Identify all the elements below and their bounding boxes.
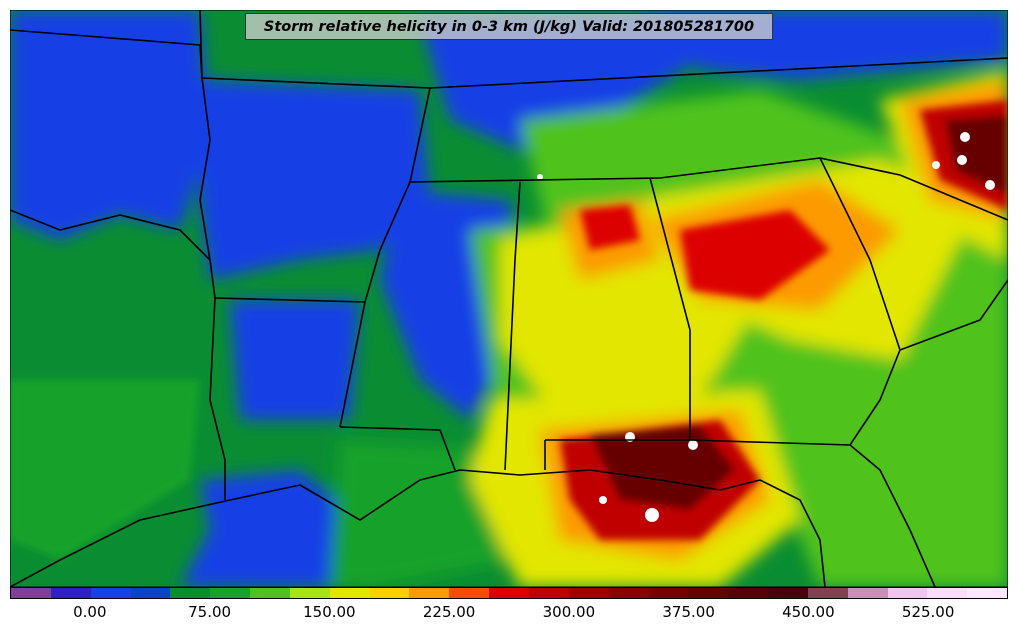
state-borders (10, 10, 1008, 587)
colorbar-segment (449, 588, 490, 598)
colorbar-segment (608, 588, 649, 598)
colorbar-segment (847, 588, 888, 598)
red-region-alabama (580, 205, 640, 250)
colorbar-segment (489, 588, 529, 598)
colorbar-segment (927, 588, 968, 598)
colorbar-segment (369, 588, 410, 598)
colorbar-segment (887, 588, 928, 598)
colorbar-tick-label: 75.00 (188, 603, 232, 621)
colorbar-segment (11, 588, 51, 598)
colorbar-segment (250, 588, 290, 598)
colorbar (10, 587, 1008, 599)
colorbar-segment (768, 588, 808, 598)
colorbar-tick-label: 450.00 (782, 603, 835, 621)
darkred-region-gulf-storm (590, 425, 735, 510)
colorbar-tick-label: 150.00 (303, 603, 356, 621)
colorbar-segment (648, 588, 689, 598)
colorbar-segment (170, 588, 211, 598)
colorbar-segment (90, 588, 131, 598)
colorbar-segment (568, 588, 609, 598)
colorbar-segment (688, 588, 729, 598)
colorbar-tick-label: 0.00 (73, 603, 107, 621)
colorbar-labels: 0.00 75.00 150.00 225.00 300.00 375.00 450.00 5… (10, 600, 1008, 628)
colorbar-segment (807, 588, 848, 598)
blue-region-arkansas (230, 300, 360, 420)
colorbar-segment (728, 588, 769, 598)
white-spots (537, 132, 995, 522)
colorbar-segment (409, 588, 450, 598)
colorbar-tick-label: 225.00 (422, 603, 476, 621)
colorbar-segment (528, 588, 569, 598)
colorbar-segment (130, 588, 171, 598)
colorbar-segment (329, 588, 370, 598)
colorbar-segment (210, 588, 251, 598)
colorbar-segment (967, 588, 1008, 598)
blue-region-oklahoma (200, 80, 430, 280)
blue-region-west (10, 10, 210, 240)
colorbar-segment (50, 588, 91, 598)
colorbar-tick-label: 525.00 (901, 603, 955, 621)
red-region-georgia (680, 210, 830, 300)
colorbar-tick-label: 300.00 (542, 603, 596, 621)
colorbar-tick-label: 375.00 (662, 603, 715, 621)
lightgreen-patch-texas (10, 380, 200, 560)
map-title: Storm relative helicity in 0-3 km (J/kg)… (245, 13, 773, 40)
blue-region-north (420, 15, 700, 150)
colorbar-segment (289, 588, 330, 598)
